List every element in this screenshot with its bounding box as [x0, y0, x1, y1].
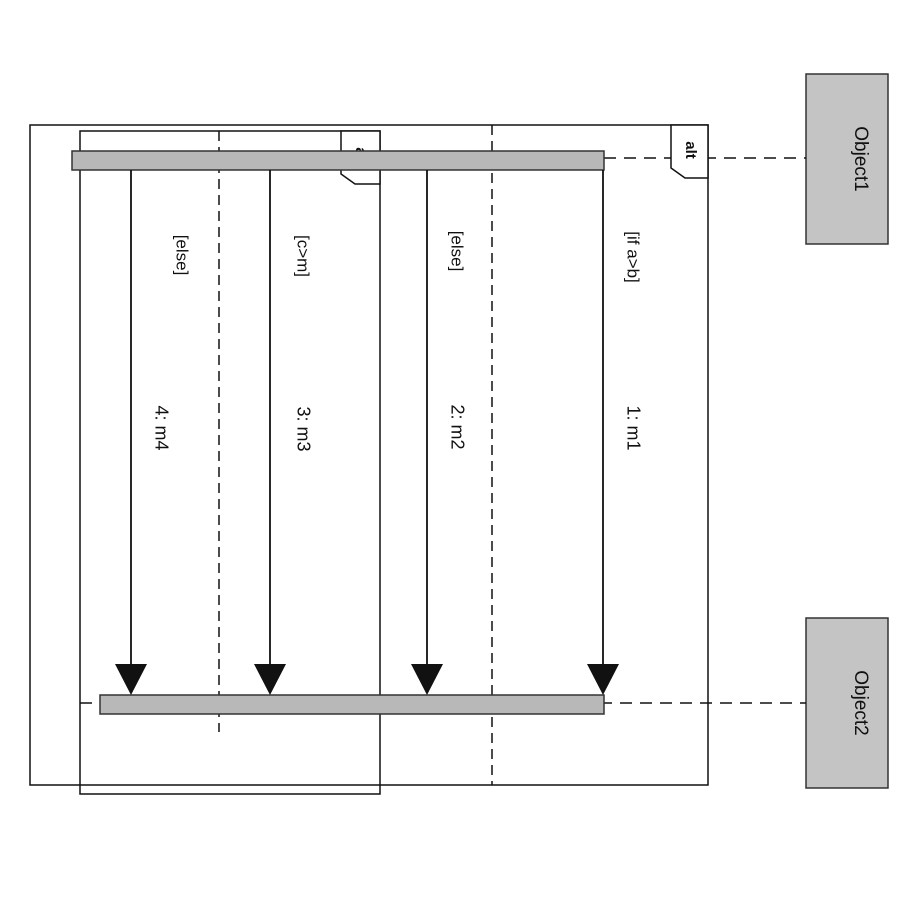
outer-alt-tag: alt: [670, 124, 709, 179]
outer-alt-fragment: [29, 124, 709, 786]
object2-lifeline-head[interactable]: Object2: [805, 617, 889, 789]
message-m3-label: 3: m3: [293, 406, 313, 451]
message-m4-guard: [else]: [173, 235, 192, 276]
object2-label: Object2: [850, 670, 871, 735]
message-m2-label: 2: m2: [447, 404, 467, 449]
message-m1[interactable]: [if a>b] 1: m1: [587, 170, 643, 695]
message-m1-guard: [if a>b]: [624, 231, 643, 283]
object1-lifeline-head[interactable]: Object1: [805, 73, 889, 245]
message-m4-label: 4: m4: [151, 405, 171, 450]
message-m2-guard: [else]: [448, 231, 467, 272]
object1-label: Object1: [850, 126, 871, 191]
message-m2-arrowhead: [411, 664, 443, 695]
message-m3[interactable]: [c>m] 3: m3: [254, 170, 313, 695]
message-m4[interactable]: [else] 4: m4: [115, 170, 192, 695]
message-m3-guard: [c>m]: [294, 235, 313, 277]
object1-activation-bar: [71, 150, 605, 171]
object2-activation-bar: [99, 694, 605, 715]
inner-alt-fragment: [79, 130, 381, 795]
message-m1-label: 1: m1: [623, 405, 643, 450]
message-m3-arrowhead: [254, 664, 286, 695]
message-m4-arrowhead: [115, 664, 147, 695]
message-m1-arrowhead: [587, 664, 619, 695]
outer-alt-operator: alt: [682, 141, 699, 159]
message-m2[interactable]: [else] 2: m2: [411, 170, 467, 695]
